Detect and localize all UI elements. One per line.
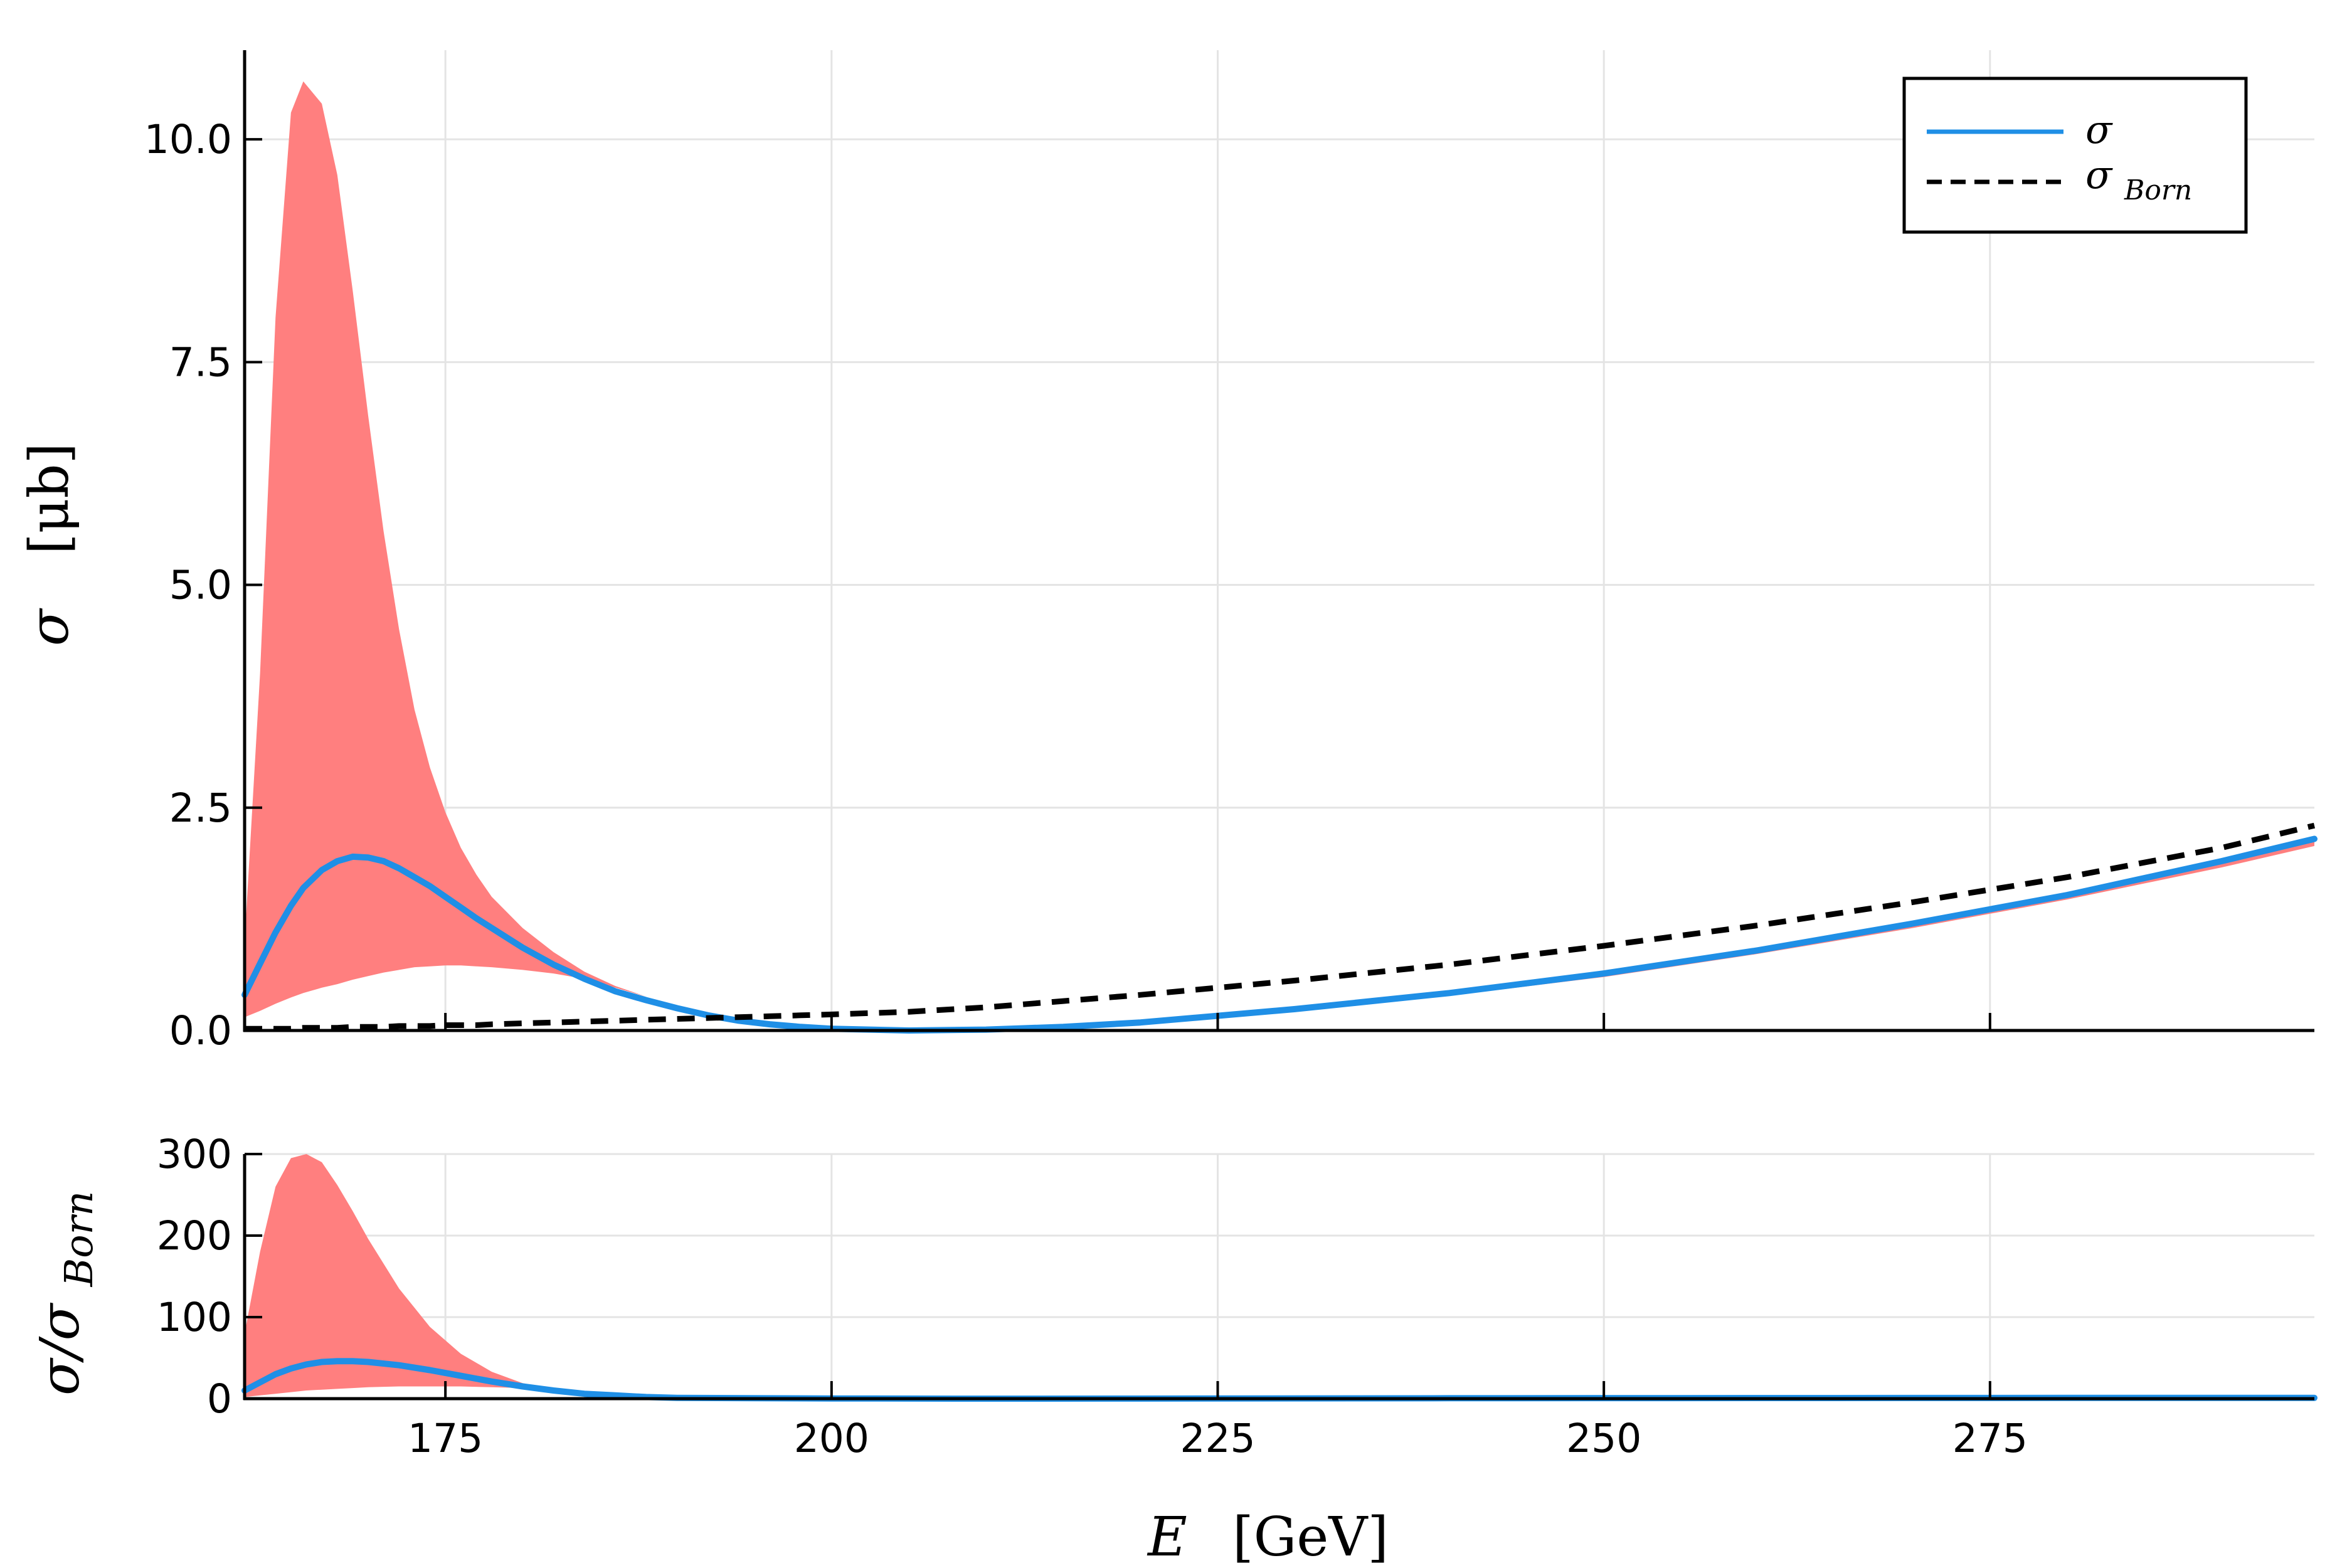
bottom-panel: 0 100 200 300 175 200 225 250 275 [157, 1131, 2318, 1461]
y-tick-label: 2.5 [169, 785, 232, 831]
series-line-sigma-born [245, 822, 2316, 1032]
y-tick-label: 5.0 [169, 563, 232, 608]
y-tick-label: 100 [157, 1295, 232, 1340]
top-series-lines [241, 822, 2318, 1034]
bottom-y-axis-label: σ/σ Born [29, 1191, 102, 1396]
x-tick-labels: 175 200 225 250 275 [408, 1416, 2028, 1461]
bottom-y-axis-label-subscript: Born [56, 1191, 102, 1287]
series-line-sigma [241, 835, 2318, 1034]
legend-label-born-symbol: σ [2085, 152, 2113, 198]
x-tick-label: 250 [1566, 1416, 1641, 1461]
top-panel: 0.0 2.5 5.0 7.5 10.0 [144, 50, 2318, 1054]
top-y-axis-label-symbol: σ [18, 608, 81, 646]
uncertainty-band [245, 81, 2314, 1031]
x-axis-label-unit: [GeV] [1232, 1506, 1389, 1568]
x-tick-label: 175 [408, 1416, 483, 1461]
top-y-axis-label-unit: [μb] [18, 443, 81, 554]
top-axes [243, 50, 2314, 1032]
y-tick-label: 10.0 [144, 117, 232, 162]
x-axis-label-symbol: E [1147, 1506, 1187, 1568]
bottom-y-tick-labels: 0 100 200 300 [157, 1131, 232, 1422]
bottom-y-axis-label-symbol: σ/σ [29, 1302, 92, 1396]
y-tick-label: 300 [157, 1131, 232, 1177]
top-uncertainty-band [245, 81, 2314, 1031]
top-y-axis-label: σ [μb] [18, 443, 81, 646]
top-y-tick-labels: 0.0 2.5 5.0 7.5 10.0 [144, 117, 232, 1054]
x-tick-label: 275 [1952, 1416, 2028, 1461]
x-axis-label: E [GeV] [1147, 1506, 1389, 1568]
y-tick-label: 0.0 [169, 1008, 232, 1054]
x-tick-label: 225 [1180, 1416, 1255, 1461]
y-tick-label: 0 [207, 1376, 232, 1422]
y-tick-label: 200 [157, 1213, 232, 1259]
x-tick-label: 200 [794, 1416, 869, 1461]
legend-label-sigma: σ [2085, 107, 2113, 152]
legend-label-born-subscript: Born [2124, 174, 2192, 206]
legend-box [1902, 77, 2248, 234]
bottom-axes [243, 1153, 2314, 1401]
y-tick-label: 7.5 [169, 339, 232, 385]
legend-label-born: σ Born [2085, 152, 2192, 206]
legend: σ σ Born [1902, 77, 2248, 234]
